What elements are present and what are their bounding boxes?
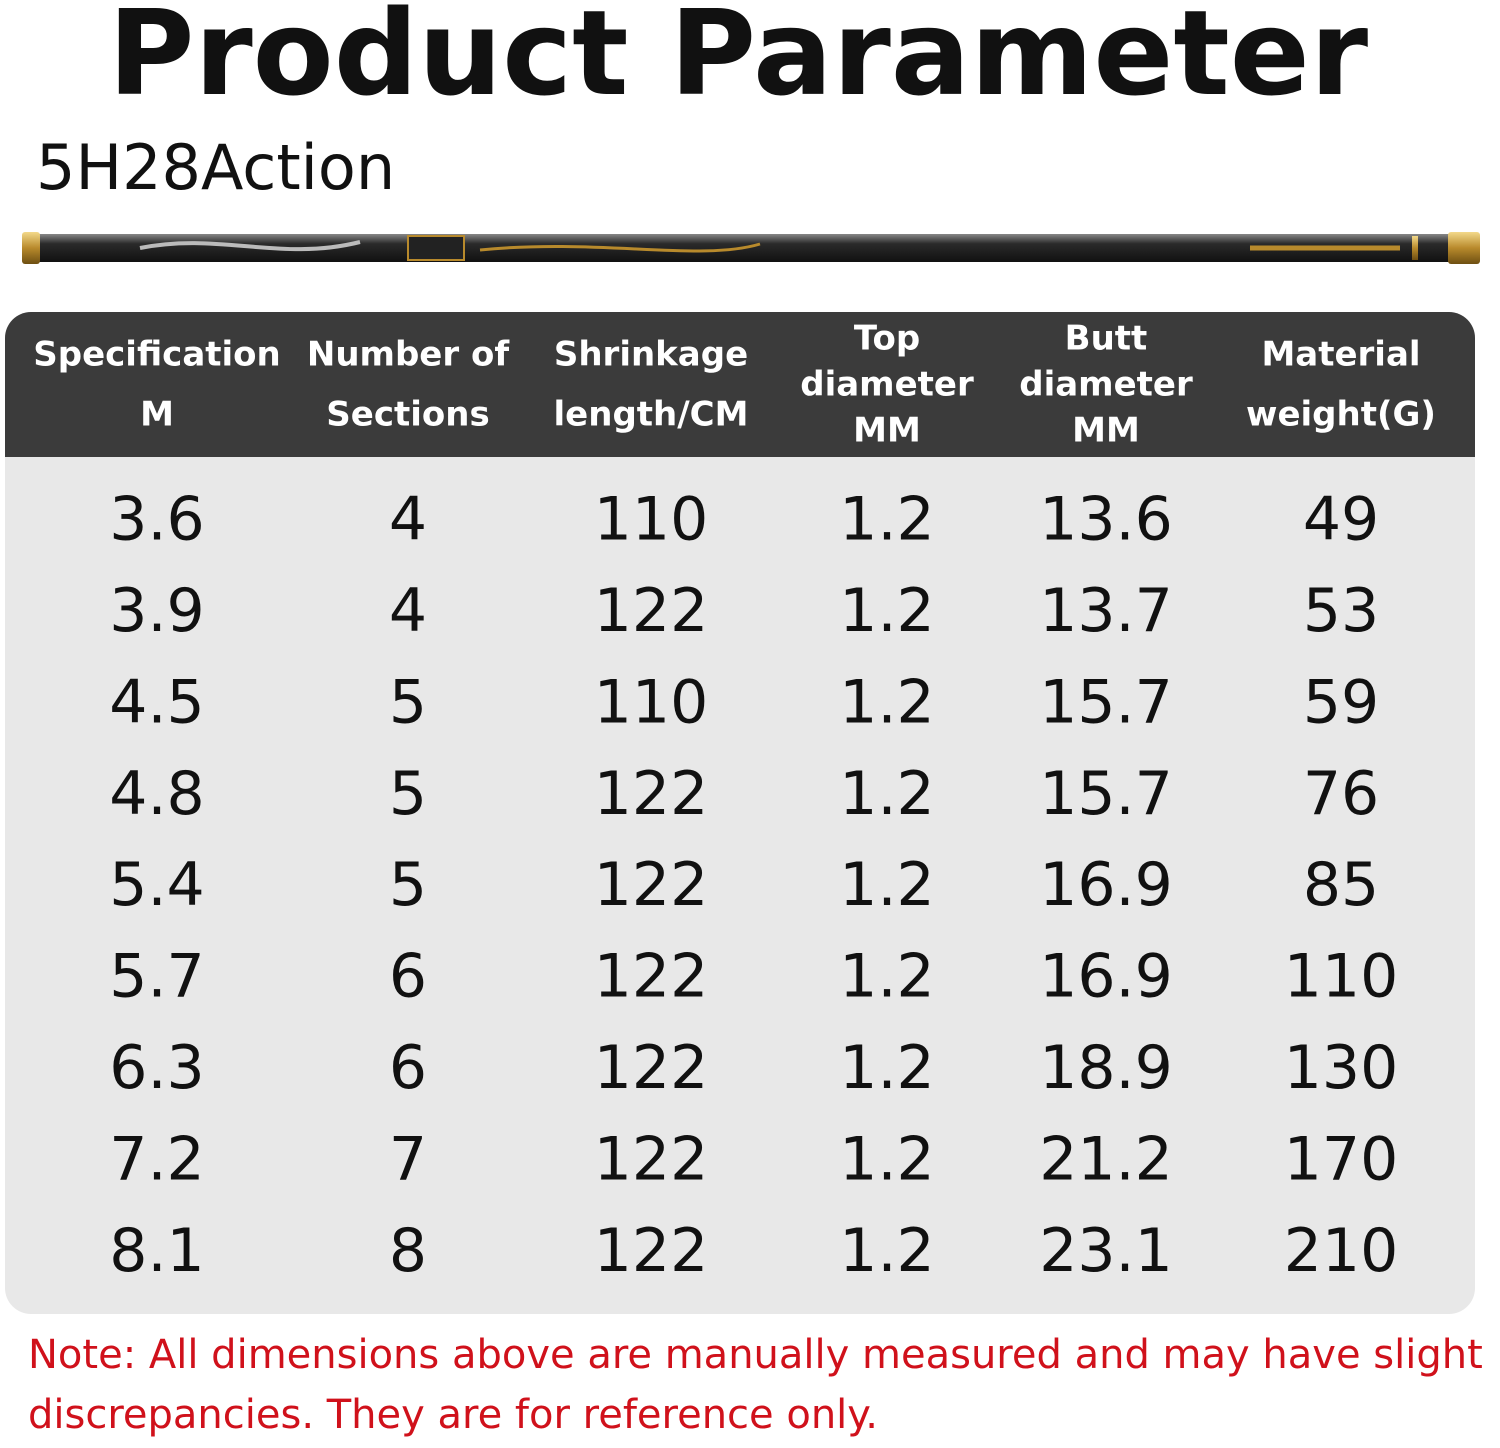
column-header: Specification [33,335,280,375]
table-cell: 122 [594,576,709,646]
table-cell: 1.2 [839,485,934,555]
table-cell: 4 [389,485,427,555]
table-cell: 76 [1303,759,1379,829]
table-cell: 7 [389,1124,427,1194]
column-header: M [140,395,174,435]
column-header: Shrinkage [554,335,748,375]
column-header: MM [1072,411,1140,451]
table-cell: 4 [389,576,427,646]
table-cell: 122 [594,1216,709,1286]
table-cell: 110 [1284,942,1399,1012]
column-header: weight(G) [1246,395,1436,435]
table-cell: 1.2 [839,850,934,920]
table-cell: 53 [1303,576,1379,646]
table-cell: 5 [389,850,427,920]
table-cell: 5 [389,759,427,829]
column-header: MM [853,411,921,451]
table-cell: 170 [1284,1124,1399,1194]
subtitle: 5H28Action [36,131,395,204]
table-cell: 8 [389,1216,427,1286]
table-cell: 59 [1303,667,1379,737]
table-cell: 1.2 [839,667,934,737]
table-cell: 1.2 [839,1124,934,1194]
title: Product Parameter [108,0,1368,122]
table-cell: 85 [1303,850,1379,920]
column-header: Butt [1065,319,1148,359]
table-cell: 18.9 [1039,1033,1173,1103]
column-header: Number of [307,335,510,375]
table-cell: 130 [1284,1033,1399,1103]
column-header: Material [1261,335,1420,375]
table-cell: 1.2 [839,759,934,829]
table-cell: 16.9 [1039,850,1173,920]
table: Specification M Number of Sections Shrinkage… [33,319,1436,1286]
table-cell: 13.7 [1039,576,1173,646]
table-cell: 3.6 [109,485,204,555]
table-cell: 110 [594,485,709,555]
table-cell: 23.1 [1039,1216,1173,1286]
table-cell: 122 [594,942,709,1012]
table-cell: 15.7 [1039,667,1173,737]
table-cell: 7.2 [109,1124,204,1194]
table-cell: 110 [594,667,709,737]
table-cell: 4.5 [109,667,204,737]
table-header [5,312,1475,457]
column-header: Top [854,319,920,359]
rod-image [22,232,1480,264]
table-cell: 1.2 [839,1216,934,1286]
table-cell: 210 [1284,1216,1399,1286]
table-cell: 15.7 [1039,759,1173,829]
table-cell: 122 [594,850,709,920]
table-cell: 6 [389,1033,427,1103]
note-line: Note: All dimensions above are manually … [28,1332,1483,1378]
note-line: discrepancies. They are for reference on… [28,1392,878,1438]
table-cell: 49 [1303,485,1379,555]
table-cell: 13.6 [1039,485,1173,555]
table-cell: 122 [594,1124,709,1194]
table-cell: 8.1 [109,1216,204,1286]
table-cell: 5 [389,667,427,737]
table-cell: 4.8 [109,759,204,829]
table-cell: 6 [389,942,427,1012]
column-header: Sections [326,395,489,435]
table-cell: 5.4 [109,850,204,920]
table-body [5,312,1475,1314]
column-header: diameter [800,365,974,405]
table-cell: 6.3 [109,1033,204,1103]
column-header: diameter [1019,365,1193,405]
table-cell: 1.2 [839,942,934,1012]
table-cell: 1.2 [839,576,934,646]
table-cell: 21.2 [1039,1124,1173,1194]
column-header: length/CM [554,395,749,435]
table-cell: 16.9 [1039,942,1173,1012]
table-cell: 122 [594,1033,709,1103]
table-cell: 122 [594,759,709,829]
table-cell: 3.9 [109,576,204,646]
table-cell: 1.2 [839,1033,934,1103]
table-cell: 5.7 [109,942,204,1012]
